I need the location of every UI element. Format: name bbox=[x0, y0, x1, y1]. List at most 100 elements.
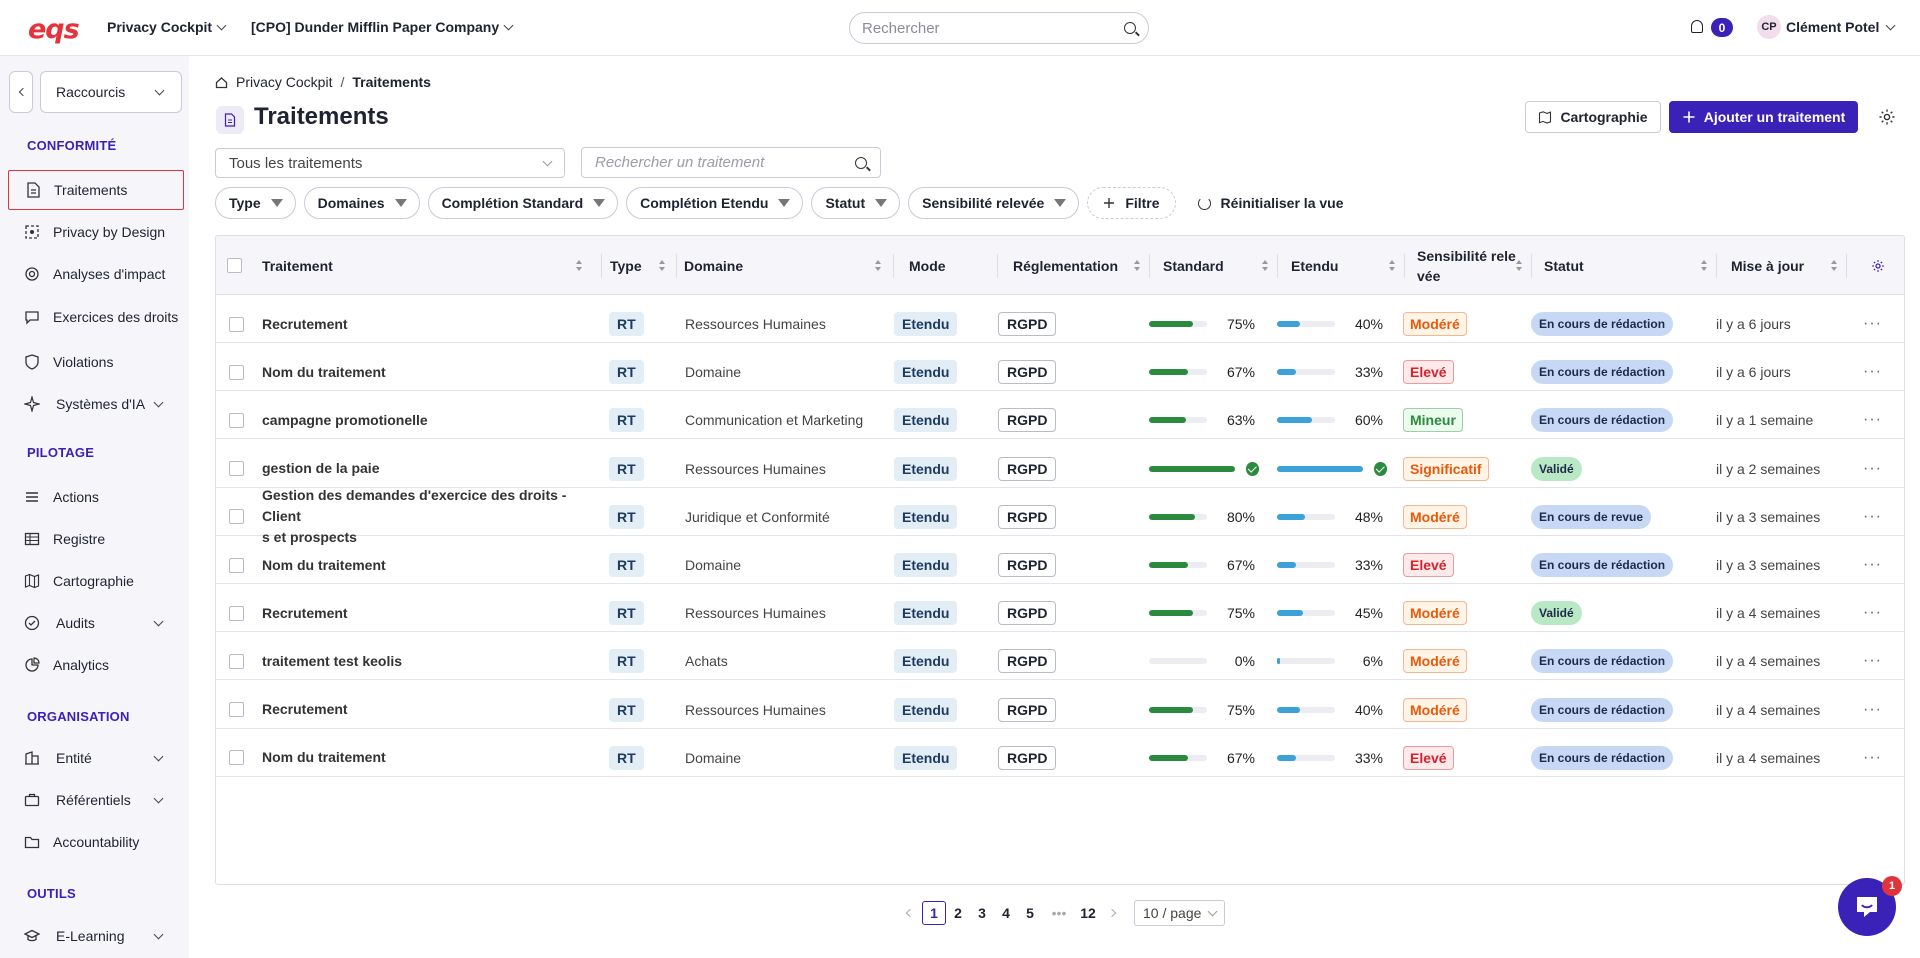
col-mode[interactable]: Mode bbox=[893, 236, 997, 295]
user-menu[interactable]: Clément Potel bbox=[1786, 19, 1896, 35]
traitement-name[interactable]: traitement test keolis bbox=[262, 652, 403, 669]
sidebar-item-actions[interactable]: Actions bbox=[8, 477, 184, 517]
col-type[interactable]: Type bbox=[610, 236, 674, 295]
col-statut[interactable]: Statut bbox=[1531, 236, 1716, 295]
organization-dropdown[interactable]: [CPO] Dunder Mifflin Paper Company bbox=[251, 19, 514, 35]
add-filter-button[interactable]: Filtre bbox=[1087, 187, 1176, 219]
shortcuts-dropdown[interactable]: Raccourcis bbox=[40, 71, 182, 113]
add-traitement-button[interactable]: Ajouter un traitement bbox=[1669, 101, 1858, 133]
table-row[interactable]: Recrutement RT Ressources Humaines Etendu RG… bbox=[216, 681, 1904, 729]
product-dropdown[interactable]: Privacy Cockpit bbox=[107, 19, 227, 35]
sidebar-item-accountability[interactable]: Accountability bbox=[8, 822, 184, 862]
sidebar-item-cartographie[interactable]: Cartographie bbox=[8, 561, 184, 601]
sidebar-item-analyses-impact[interactable]: Analyses d'impact bbox=[8, 254, 184, 294]
sidebar-collapse-button[interactable] bbox=[9, 71, 33, 113]
row-actions-button[interactable]: ··· bbox=[1863, 584, 1882, 642]
table-row[interactable]: campagne promotionelle RT Communication et… bbox=[216, 391, 1904, 440]
page-button[interactable]: 4 bbox=[1002, 905, 1010, 921]
traitement-search[interactable] bbox=[581, 147, 881, 178]
page-button[interactable]: 1 bbox=[922, 901, 946, 925]
traitement-name[interactable]: Recrutement bbox=[262, 315, 348, 332]
sidebar-item-violations[interactable]: Violations bbox=[8, 342, 184, 382]
search-icon[interactable] bbox=[1124, 22, 1136, 34]
row-actions-button[interactable]: ··· bbox=[1863, 440, 1882, 498]
traitement-name[interactable]: Nom du traitement bbox=[262, 363, 386, 380]
next-page-button[interactable] bbox=[1100, 901, 1124, 925]
row-actions-button[interactable]: ··· bbox=[1863, 536, 1882, 594]
page-size-select[interactable]: 10 / page bbox=[1134, 900, 1226, 926]
select-all-checkbox[interactable] bbox=[227, 236, 247, 295]
col-mise-a-jour[interactable]: Mise à jour bbox=[1716, 236, 1846, 295]
sidebar-item-systemes-ia[interactable]: Systèmes d'IA bbox=[8, 384, 184, 424]
row-actions-button[interactable]: ··· bbox=[1863, 729, 1882, 787]
table-row[interactable]: Gestion des demandes d'exercice des droi… bbox=[216, 487, 1904, 545]
col-traitement[interactable]: Traitement bbox=[262, 236, 591, 295]
row-actions-button[interactable]: ··· bbox=[1863, 632, 1882, 690]
row-actions-button[interactable]: ··· bbox=[1863, 681, 1882, 739]
page-button[interactable]: 12 bbox=[1080, 905, 1096, 921]
view-select[interactable]: Tous les traitements bbox=[215, 148, 565, 178]
sidebar-item-referentiels[interactable]: Référentiels bbox=[8, 780, 184, 820]
table-row[interactable]: traitement test keolis RT Achats Etendu RGPD… bbox=[216, 632, 1904, 681]
row-actions-button[interactable]: ··· bbox=[1863, 295, 1882, 353]
reset-view-button[interactable]: Réinitialiser la vue bbox=[1197, 195, 1344, 211]
table-row[interactable]: Nom du traitement RT Domaine Etendu RGPD 67% 3… bbox=[216, 343, 1904, 392]
table-row[interactable]: Nom du traitement RT Domaine Etendu RGPD 67% 3… bbox=[216, 729, 1904, 777]
sidebar-item-exercices-droits[interactable]: Exercices des droits bbox=[8, 296, 184, 338]
row-actions-button[interactable]: ··· bbox=[1863, 343, 1882, 401]
traitement-name[interactable]: Nom du traitement bbox=[262, 556, 386, 573]
breadcrumb-root[interactable]: Privacy Cockpit bbox=[236, 74, 333, 90]
col-sensibilite[interactable]: Sensibilité rele vée bbox=[1404, 236, 1531, 295]
sidebar-item-elearning[interactable]: E-Learning bbox=[8, 916, 184, 956]
filter-domaines[interactable]: Domaines bbox=[303, 187, 420, 219]
page-button[interactable]: 3 bbox=[978, 905, 986, 921]
table-row[interactable]: Recrutement RT Ressources Humaines Etendu RG… bbox=[216, 584, 1904, 633]
page-button[interactable]: 2 bbox=[954, 905, 962, 921]
sidebar-item-audits[interactable]: Audits bbox=[8, 603, 184, 643]
row-checkbox[interactable] bbox=[229, 488, 244, 546]
row-checkbox[interactable] bbox=[229, 681, 244, 739]
table-row[interactable]: Recrutement RT Ressources Humaines Etendu RG… bbox=[216, 295, 1904, 343]
traitement-name[interactable]: Nom du traitement bbox=[262, 749, 386, 766]
traitement-name[interactable]: Recrutement bbox=[262, 604, 348, 621]
sidebar-item-registre[interactable]: Registre bbox=[8, 519, 184, 559]
traitement-name[interactable]: gestion de la paie bbox=[262, 460, 380, 477]
col-standard[interactable]: Standard bbox=[1149, 236, 1277, 295]
traitement-name[interactable]: Recrutement bbox=[262, 701, 348, 718]
col-etendu[interactable]: Etendu bbox=[1277, 236, 1404, 295]
row-checkbox[interactable] bbox=[229, 536, 244, 594]
col-reglementation[interactable]: Réglementation bbox=[997, 236, 1149, 295]
traitement-name[interactable]: campagne promotionelle bbox=[262, 411, 428, 428]
table-row[interactable]: gestion de la paie RT Ressources Humaines E… bbox=[216, 440, 1904, 488]
filter-completion-standard[interactable]: Complétion Standard bbox=[427, 187, 619, 219]
prev-page-button[interactable] bbox=[898, 901, 922, 925]
row-checkbox[interactable] bbox=[229, 295, 244, 353]
notifications-count-badge[interactable]: 0 bbox=[1711, 18, 1733, 37]
sidebar-item-privacy-by-design[interactable]: Privacy by Design bbox=[8, 212, 184, 252]
row-checkbox[interactable] bbox=[229, 391, 244, 449]
row-checkbox[interactable] bbox=[229, 440, 244, 498]
page-ellipsis[interactable]: ••• bbox=[1051, 905, 1067, 921]
col-domaine[interactable]: Domaine bbox=[684, 236, 890, 295]
column-settings[interactable] bbox=[1871, 236, 1891, 295]
traitement-search-input[interactable] bbox=[595, 154, 855, 171]
sidebar-item-entite[interactable]: Entité bbox=[8, 738, 184, 778]
row-checkbox[interactable] bbox=[229, 729, 244, 787]
traitement-name[interactable]: Gestion des demandes d'exercice des droi… bbox=[262, 487, 567, 546]
row-checkbox[interactable] bbox=[229, 343, 244, 401]
sidebar-item-analytics[interactable]: Analytics bbox=[8, 645, 184, 685]
row-actions-button[interactable]: ··· bbox=[1863, 391, 1882, 449]
filter-type[interactable]: Type bbox=[215, 187, 296, 219]
row-checkbox[interactable] bbox=[229, 632, 244, 690]
filter-completion-etendu[interactable]: Complétion Etendu bbox=[626, 187, 804, 219]
sidebar-item-traitements[interactable]: Traitements bbox=[8, 170, 184, 210]
global-search[interactable] bbox=[849, 12, 1149, 44]
table-row[interactable]: Nom du traitement RT Domaine Etendu RGPD 67% 3… bbox=[216, 536, 1904, 584]
global-search-input[interactable] bbox=[862, 19, 1124, 37]
filter-statut[interactable]: Statut bbox=[811, 187, 901, 219]
bell-icon[interactable] bbox=[1691, 20, 1703, 33]
row-checkbox[interactable] bbox=[229, 584, 244, 642]
gear-icon[interactable] bbox=[1878, 108, 1896, 126]
filter-sensibilite[interactable]: Sensibilité relevée bbox=[908, 187, 1080, 219]
row-actions-button[interactable]: ··· bbox=[1863, 488, 1882, 546]
